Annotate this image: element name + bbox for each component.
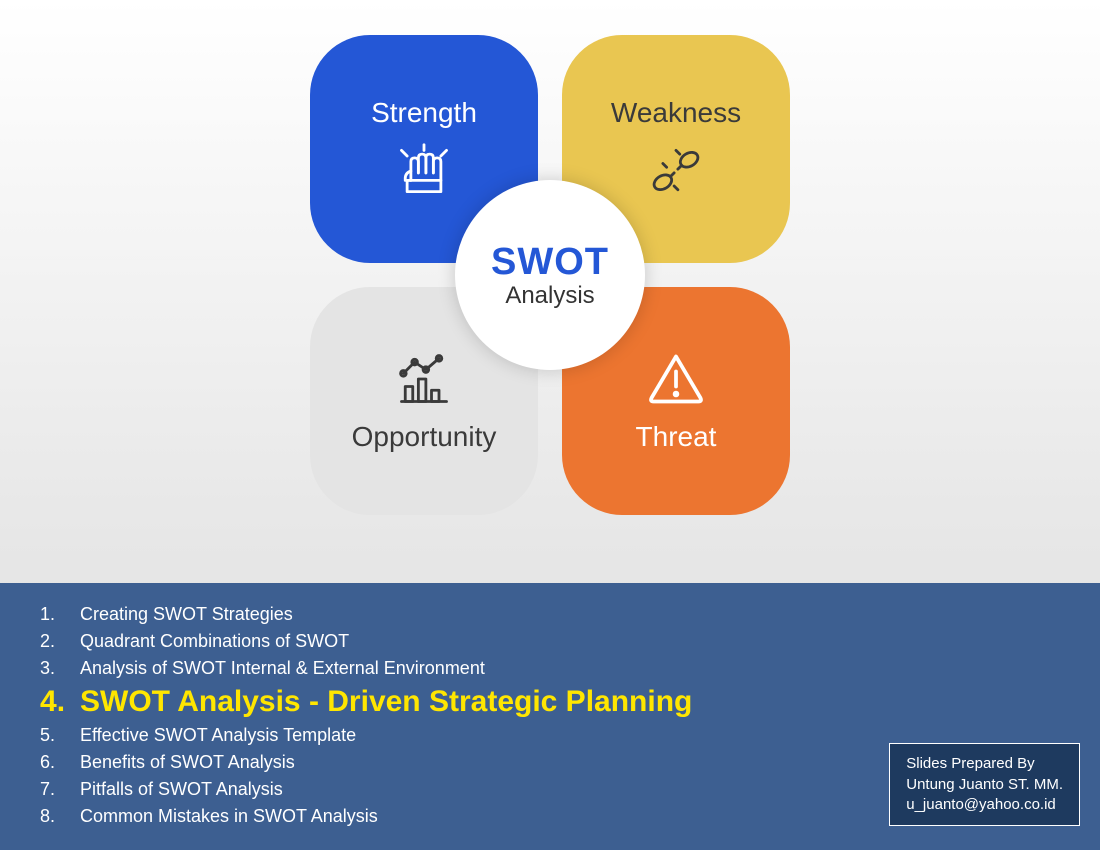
credit-line3: u_juanto@yahoo.co.id [906, 795, 1063, 815]
toc-item: Creating SWOT Strategies [20, 601, 1100, 628]
toc-item: SWOT Analysis - Driven Strategic Plannin… [20, 682, 1100, 723]
swot-center-circle: SWOT Analysis [455, 180, 645, 370]
toc-item: Analysis of SWOT Internal & External Env… [20, 655, 1100, 682]
credit-line2: Untung Juanto ST. MM. [906, 775, 1063, 795]
toc-item: Quadrant Combinations of SWOT [20, 628, 1100, 655]
fist-icon [394, 141, 454, 201]
weakness-label: Weakness [611, 97, 741, 129]
opportunity-label: Opportunity [352, 421, 497, 453]
toc-panel: Creating SWOT StrategiesQuadrant Combina… [0, 583, 1100, 850]
center-title: SWOT [491, 241, 609, 284]
strength-label: Strength [371, 97, 477, 129]
growth-chart-icon [394, 349, 454, 409]
credit-box: Slides Prepared By Untung Juanto ST. MM.… [889, 743, 1080, 826]
warning-icon [646, 349, 706, 409]
threat-label: Threat [636, 421, 717, 453]
center-subtitle: Analysis [505, 282, 594, 310]
swot-diagram: Strength Weakness [310, 35, 790, 515]
broken-chain-icon [646, 141, 706, 201]
credit-line1: Slides Prepared By [906, 754, 1063, 774]
